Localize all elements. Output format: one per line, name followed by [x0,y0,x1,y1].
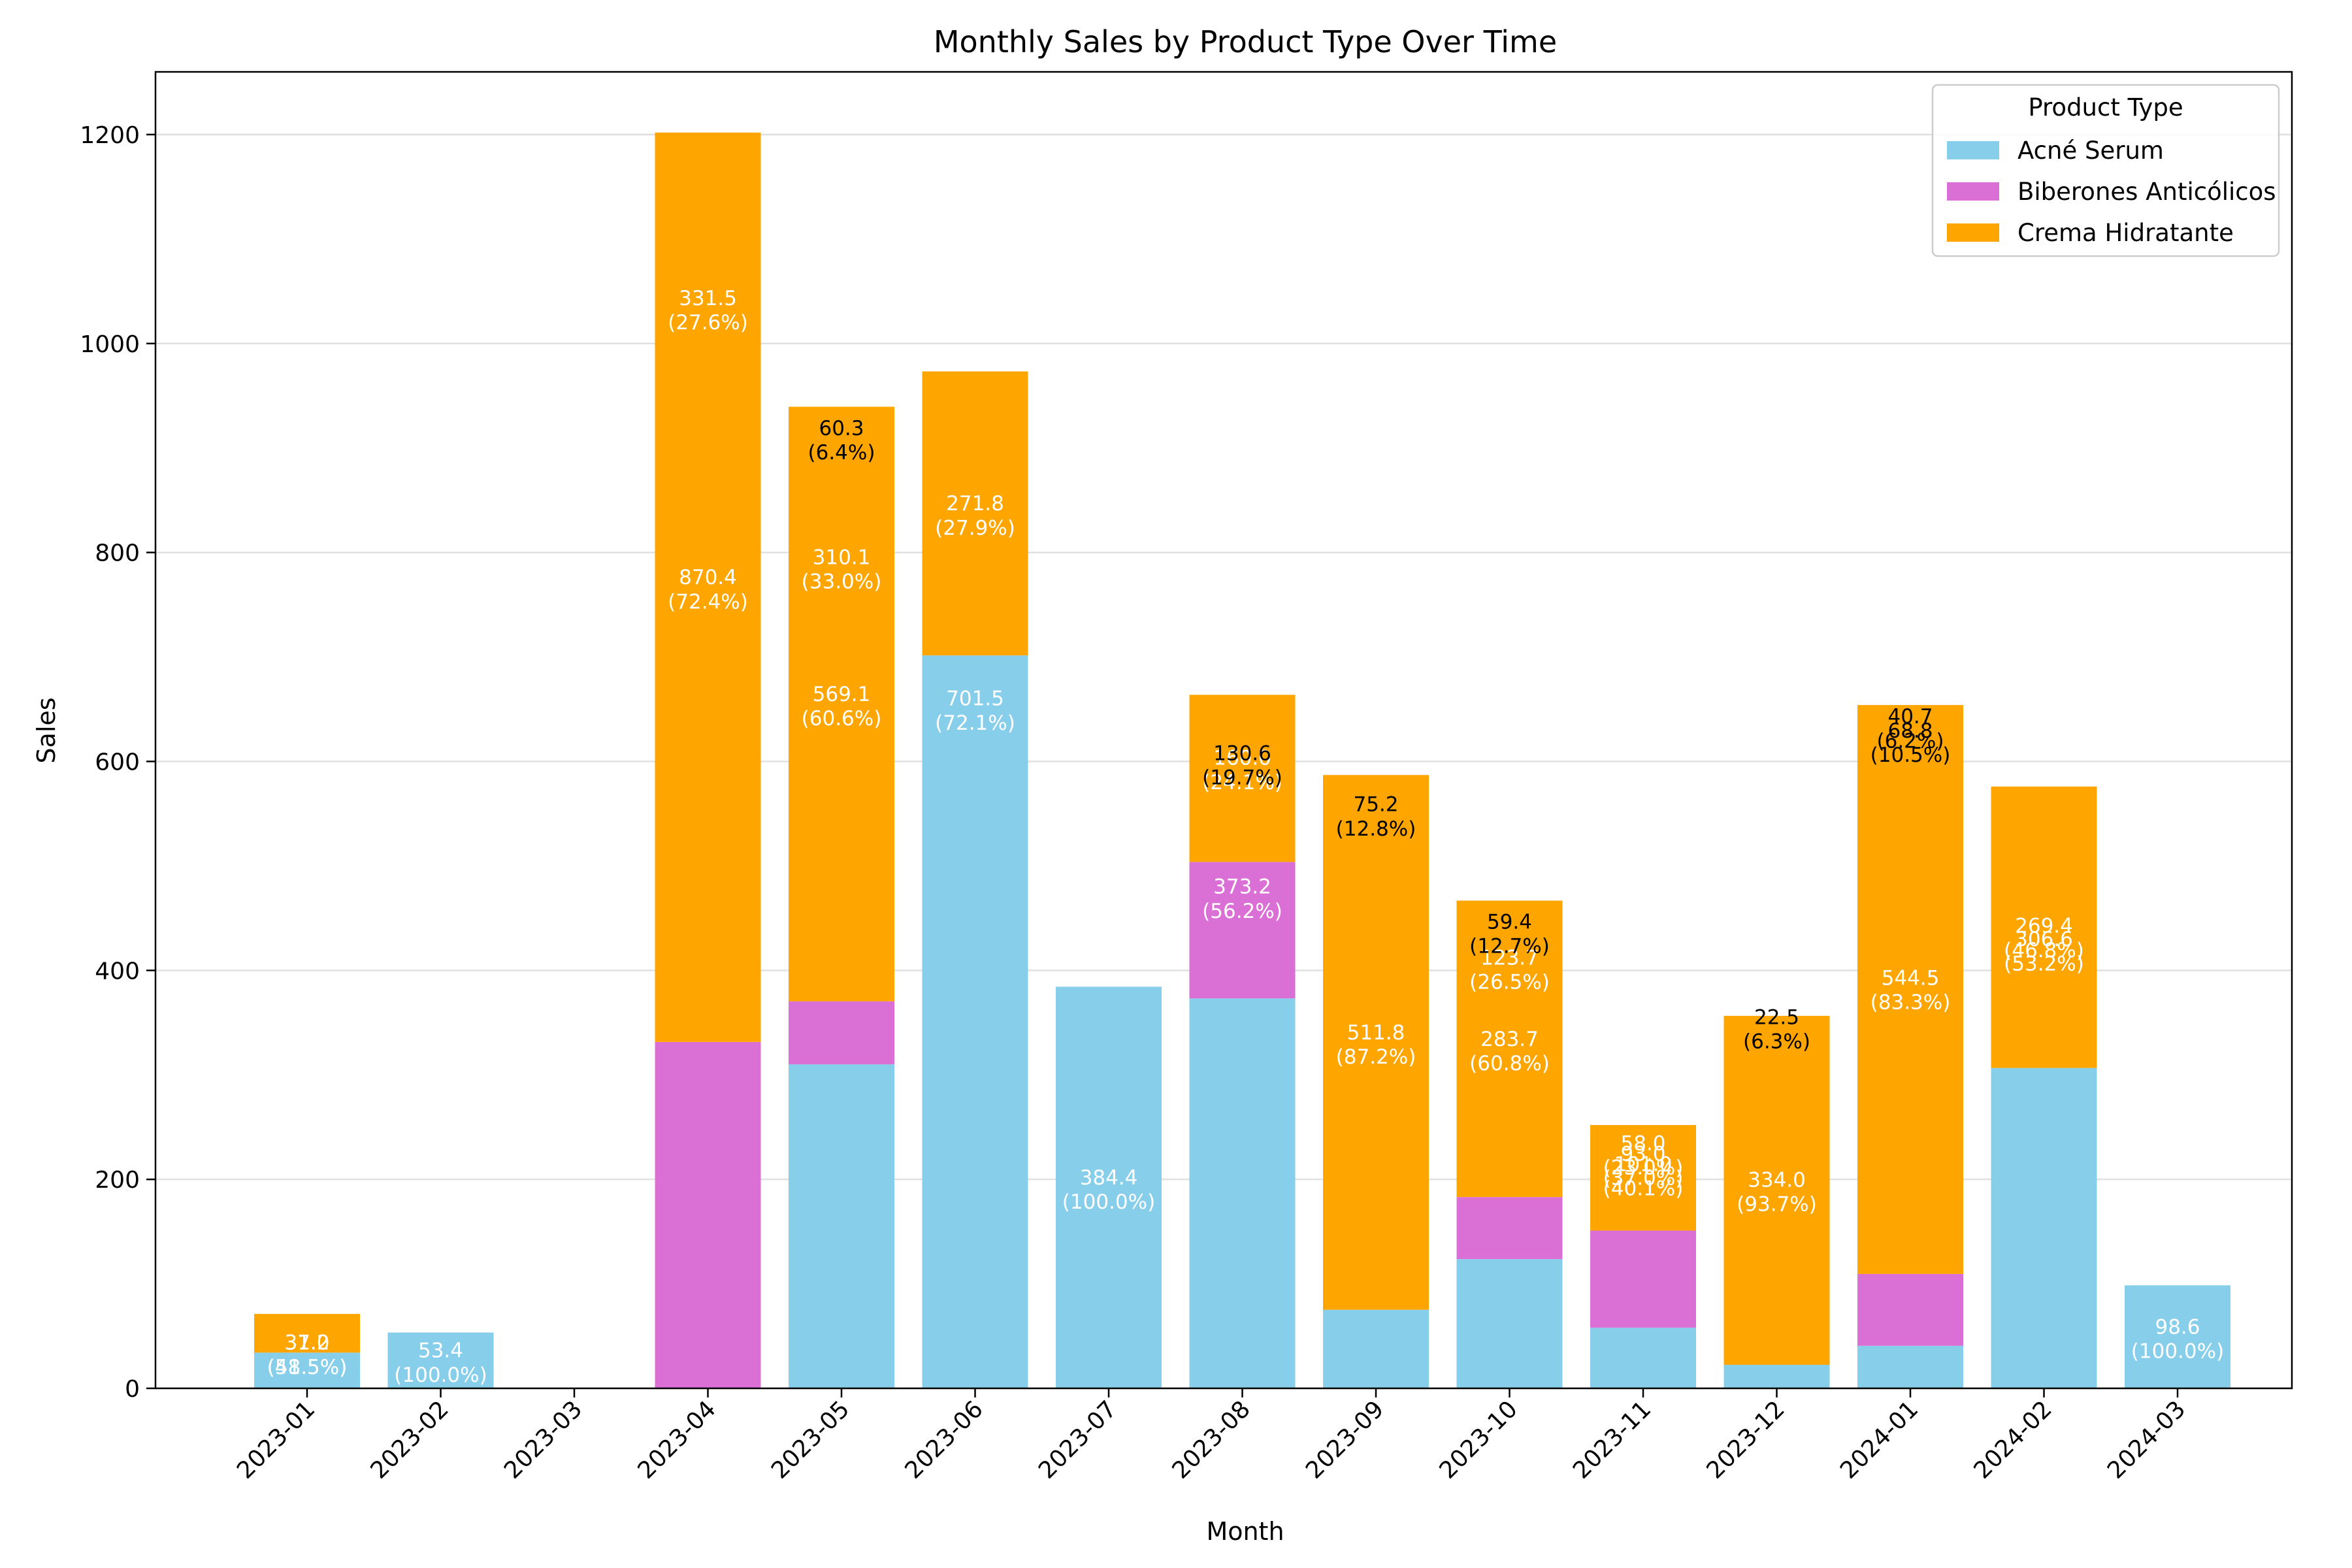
y-tick-label: 800 [95,540,140,567]
bar-segment [1323,1309,1429,1388]
bar-segment [1991,1068,2097,1388]
bar-value-label: 373.2 (56.2%) [1202,875,1282,923]
legend-swatch [1947,141,1999,159]
bar-segment [1857,1345,1963,1388]
bar-value-label: 569.1 (60.6%) [802,683,882,730]
legend-entry: Crema Hidratante [2017,219,2234,247]
bar-segment [1189,998,1296,1388]
bar-segment [1456,900,1563,1198]
plot-frame [154,71,2293,1390]
bar-value-label: 511.8 (87.2%) [1336,1021,1416,1069]
legend: Product Type Acné Serum Biberones Anticóli… [1931,84,2280,257]
bar-value-label: 40.7 (6.2%) [1877,705,1944,753]
bar-segment [922,655,1028,1388]
bar-value-label: 160.0 (24.1%) [1202,747,1282,794]
y-tick-label: 400 [95,958,140,985]
bar-value-label: 93.0 (37.0%) [1603,1143,1684,1190]
bar-value-label: 331.5 (27.6%) [668,287,748,335]
bar-value-label: 58.0 (23.0%) [1603,1132,1684,1180]
legend-swatch [1947,182,1999,201]
bar-segment [2125,1285,2230,1388]
legend-box [1931,84,2280,257]
bars [254,132,2230,1388]
bar-value-label: 60.3 (6.4%) [808,417,875,465]
bar-segment [922,371,1028,656]
legend-title: Product Type [2028,93,2183,122]
bar-value-label: 870.4 (72.4%) [668,566,748,613]
bar-value-label: 269.4 (46.8%) [2004,915,2084,962]
legend-swatch [1947,223,1999,242]
bar-value-label: 306.6 (53.2%) [2004,928,2084,975]
bar-segment [1723,1015,1830,1365]
bar-segment [1857,1273,1963,1346]
bar-segment [254,1352,360,1388]
y-tick-label: 600 [95,749,140,776]
bar-segment [1590,1328,1696,1388]
bar-value-label: 544.5 (83.3%) [1870,967,1951,1015]
bar-segment [1590,1230,1696,1328]
bar-value-label: 31.2 (48.5%) [267,1331,348,1379]
bar-segment [254,1314,360,1353]
bar-segment [655,132,761,1042]
bar-value-label: 68.8 (10.5%) [1870,719,1951,767]
bar-value-label: 130.6 (19.7%) [1202,742,1282,789]
bar-segment [789,1064,894,1388]
bar-value-label: 701.5 (72.1%) [935,687,1015,735]
chart-title: Monthly Sales by Product Type Over Time [934,24,1557,59]
bar-value-label: 334.0 (93.7%) [1737,1169,1817,1217]
bar-segment [1456,1197,1563,1260]
y-tick-label: 1000 [80,331,140,358]
y-axis-label: Sales [32,697,61,763]
bar-value-label: 271.8 (27.9%) [935,492,1015,540]
bar-value-label: 37.0 (51.5%) [267,1331,348,1379]
legend-entry: Biberones Anticólicos [2017,178,2276,206]
legend-entry: Acné Serum [2017,137,2164,165]
bar-labels: 31.2 (48.5%)37.0 (51.5%) 53.4 (100.0%) 331.5(… [267,287,2225,1387]
bar-segment [387,1332,494,1388]
y-tick-label: 200 [95,1167,140,1194]
bar-value-label: 59.4 (12.7%) [1469,910,1550,958]
bar-segment [789,1001,894,1065]
bar-segment [1056,987,1162,1388]
bar-segment [1723,1365,1830,1388]
bar-segment [1323,775,1429,1310]
bar-segment [789,406,894,1002]
bar-value-label: 53.4 (100.0%) [394,1339,487,1387]
bar-segment [1189,694,1296,862]
bar-value-label: 75.2 (12.8%) [1336,793,1416,841]
bar-value-label: 22.5 (6.3%) [1743,1005,1810,1053]
bar-segment [1991,786,2097,1068]
bar-value-label: 98.6 (100.0%) [2131,1316,2224,1364]
bar-value-label: 310.1 (33.0%) [802,546,882,594]
x-axis-label: Month [1206,1517,1284,1546]
y-tick-label: 1200 [80,122,140,149]
bar-segment [1456,1259,1563,1388]
bar-segment [655,1041,761,1388]
bar-segment [1189,862,1296,999]
bar-segment [1590,1125,1696,1231]
bar-value-label: 283.7 (60.8%) [1469,1028,1550,1075]
y-tick-label: 0 [125,1376,140,1403]
bar-value-label: 101.0 (40.1%) [1603,1153,1684,1201]
bar-value-label: 123.7 (26.5%) [1469,947,1550,994]
bar-segment [1857,705,1963,1274]
bar-value-label: 384.4 (100.0%) [1062,1166,1155,1214]
